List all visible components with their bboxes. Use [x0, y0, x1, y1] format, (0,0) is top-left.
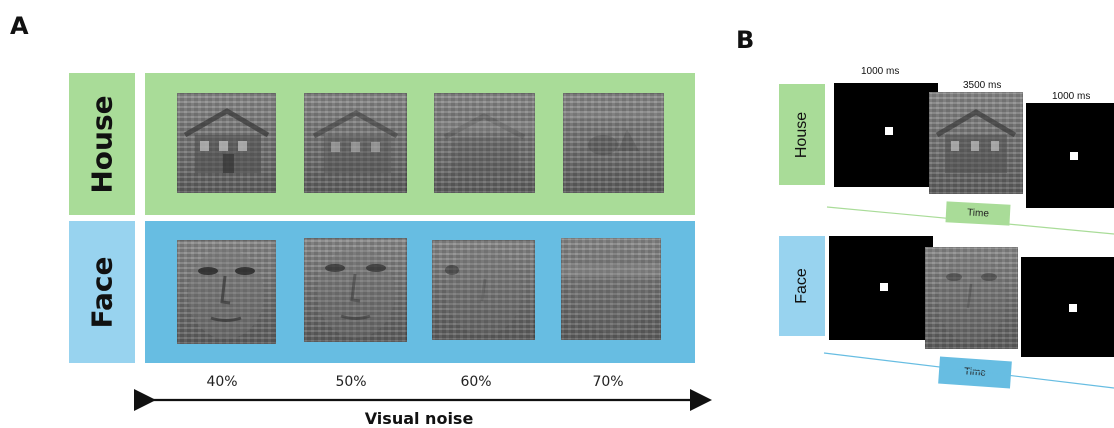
face-timeline-label-text: Face — [792, 268, 810, 304]
first-fixation-duration: 1000 ms — [861, 66, 900, 77]
house-stimulus-70-image — [563, 111, 664, 155]
panel-a-letter: A — [10, 12, 29, 40]
face-stimulus-70-image — [561, 247, 661, 333]
house-first-fixation-screen — [834, 83, 938, 187]
face-timeline-stimulus-image — [938, 255, 1006, 343]
house-timeline-stimulus-image — [935, 109, 1017, 173]
house-stimulus-60 — [434, 93, 535, 193]
face-stimulus-60-image — [445, 249, 522, 335]
house-condition-label: House — [69, 73, 135, 215]
house-second-fixation-screen — [1026, 103, 1114, 208]
face-stimulus-70 — [561, 238, 661, 340]
noise-level-50: 50% — [335, 374, 367, 390]
face-stimulus-50 — [304, 238, 407, 342]
house-timeline-label-text: House — [793, 111, 810, 158]
face-stimulus-40 — [177, 240, 276, 344]
house-stimulus-50-image — [312, 110, 399, 173]
house-label-text: House — [85, 94, 119, 194]
house-stimulus-40-image — [183, 108, 270, 173]
visual-noise-axis-title: Visual noise — [364, 409, 474, 428]
face-stimulus-40-image — [188, 249, 264, 339]
second-fixation-duration: 1000 ms — [1052, 91, 1091, 102]
house-second-fixation-dot — [1070, 152, 1078, 160]
face-timeline-label: Face — [779, 236, 825, 336]
house-stimulus-40 — [177, 93, 276, 193]
panel-b-letter: B — [736, 26, 755, 54]
noise-level-40: 40% — [206, 374, 238, 390]
face-second-fixation-dot — [1069, 304, 1077, 312]
house-timeline-stimulus — [929, 92, 1023, 194]
face-label-text: Face — [85, 256, 119, 328]
face-time-label: Time — [938, 356, 1012, 389]
house-time-label: Time — [945, 201, 1011, 226]
face-stimulus-60 — [432, 240, 535, 340]
stimulus-duration: 3500 ms — [963, 80, 1002, 91]
face-first-fixation-screen — [829, 236, 933, 340]
face-stimulus-50-image — [317, 248, 395, 338]
house-first-fixation-dot — [885, 127, 893, 135]
noise-level-70: 70% — [592, 374, 624, 390]
noise-level-60: 60% — [460, 374, 492, 390]
face-timeline-stimulus — [925, 247, 1018, 349]
face-first-fixation-dot — [880, 283, 888, 291]
face-condition-label: Face — [69, 221, 135, 363]
house-stimulus-70 — [563, 93, 664, 193]
house-stimulus-60-image — [434, 113, 535, 173]
face-second-fixation-screen — [1021, 257, 1114, 357]
house-stimulus-50 — [304, 93, 407, 193]
house-timeline-label: House — [779, 84, 825, 185]
